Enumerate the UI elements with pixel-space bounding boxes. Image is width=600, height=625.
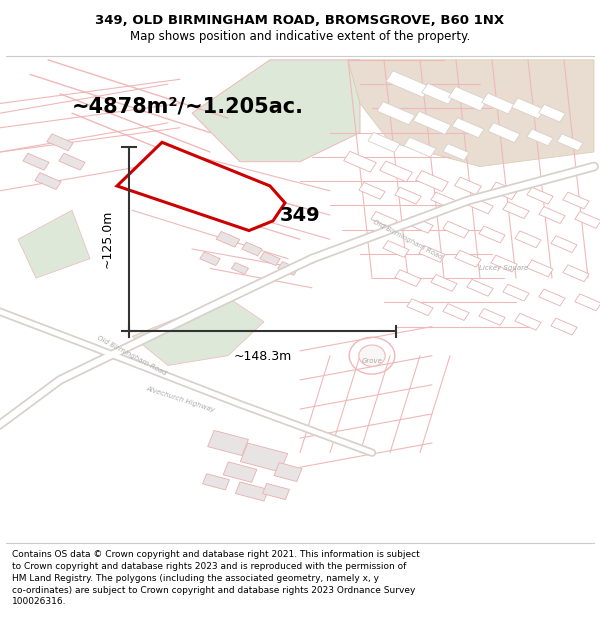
- Text: Lickey Square: Lickey Square: [479, 266, 529, 271]
- Polygon shape: [512, 98, 544, 119]
- Polygon shape: [563, 265, 589, 282]
- Polygon shape: [59, 153, 85, 170]
- Polygon shape: [117, 142, 285, 231]
- Polygon shape: [491, 182, 517, 199]
- Text: ~125.0m: ~125.0m: [101, 210, 114, 269]
- Polygon shape: [242, 242, 262, 256]
- Text: Old Birmingham Road: Old Birmingham Road: [373, 219, 443, 260]
- Polygon shape: [551, 318, 577, 335]
- Text: Grove: Grove: [362, 357, 382, 364]
- Text: Contains OS data © Crown copyright and database right 2021. This information is : Contains OS data © Crown copyright and d…: [12, 550, 420, 606]
- Polygon shape: [539, 104, 565, 122]
- Polygon shape: [515, 231, 541, 248]
- Polygon shape: [416, 171, 448, 191]
- Text: Alvechurch Highway: Alvechurch Highway: [145, 386, 215, 413]
- Text: Old Birmingham Road: Old Birmingham Road: [97, 335, 167, 376]
- Polygon shape: [479, 309, 505, 325]
- Polygon shape: [380, 161, 412, 182]
- Polygon shape: [539, 289, 565, 306]
- Polygon shape: [575, 211, 600, 228]
- Polygon shape: [455, 177, 481, 195]
- Polygon shape: [208, 431, 248, 456]
- Polygon shape: [47, 134, 73, 151]
- Polygon shape: [260, 252, 280, 266]
- Polygon shape: [278, 261, 298, 275]
- Polygon shape: [431, 192, 457, 209]
- Polygon shape: [344, 151, 376, 172]
- Polygon shape: [395, 270, 421, 286]
- Polygon shape: [449, 86, 487, 111]
- Polygon shape: [503, 284, 529, 301]
- Text: 349, OLD BIRMINGHAM ROAD, BROMSGROVE, B60 1NX: 349, OLD BIRMINGHAM ROAD, BROMSGROVE, B6…: [95, 14, 505, 27]
- Polygon shape: [431, 274, 457, 291]
- Polygon shape: [455, 250, 481, 267]
- Polygon shape: [223, 462, 257, 482]
- Polygon shape: [413, 111, 451, 134]
- Polygon shape: [539, 207, 565, 224]
- Polygon shape: [232, 262, 248, 274]
- Polygon shape: [443, 304, 469, 321]
- Polygon shape: [395, 188, 421, 204]
- Polygon shape: [407, 216, 433, 233]
- Polygon shape: [192, 60, 360, 162]
- Polygon shape: [527, 188, 553, 204]
- Text: ~148.3m: ~148.3m: [233, 350, 292, 363]
- Polygon shape: [419, 246, 445, 262]
- Polygon shape: [407, 299, 433, 316]
- Polygon shape: [377, 102, 415, 125]
- Polygon shape: [452, 118, 484, 138]
- Polygon shape: [563, 192, 589, 209]
- Polygon shape: [443, 221, 469, 238]
- Text: ~4878m²/~1.205ac.: ~4878m²/~1.205ac.: [72, 96, 304, 116]
- Polygon shape: [23, 153, 49, 170]
- Polygon shape: [235, 482, 269, 501]
- Polygon shape: [575, 294, 600, 311]
- Polygon shape: [551, 236, 577, 252]
- Polygon shape: [383, 241, 409, 258]
- Polygon shape: [18, 210, 90, 278]
- Polygon shape: [359, 182, 385, 199]
- Polygon shape: [422, 83, 454, 104]
- Polygon shape: [203, 474, 229, 490]
- Polygon shape: [503, 202, 529, 219]
- Polygon shape: [348, 60, 594, 166]
- Polygon shape: [479, 226, 505, 243]
- Polygon shape: [132, 298, 264, 366]
- Polygon shape: [404, 137, 436, 157]
- Text: Map shows position and indicative extent of the property.: Map shows position and indicative extent…: [130, 30, 470, 43]
- Polygon shape: [274, 462, 302, 481]
- Polygon shape: [371, 211, 397, 228]
- Polygon shape: [515, 313, 541, 330]
- Polygon shape: [200, 252, 220, 266]
- Polygon shape: [557, 134, 583, 151]
- Polygon shape: [467, 197, 493, 214]
- Polygon shape: [467, 279, 493, 296]
- Polygon shape: [482, 93, 514, 114]
- Polygon shape: [491, 255, 517, 272]
- Polygon shape: [386, 71, 430, 98]
- Circle shape: [359, 345, 385, 366]
- Polygon shape: [35, 173, 61, 189]
- Polygon shape: [527, 260, 553, 277]
- Polygon shape: [263, 483, 289, 499]
- Text: 349: 349: [280, 206, 320, 224]
- Polygon shape: [443, 144, 469, 161]
- Polygon shape: [216, 231, 240, 247]
- Polygon shape: [488, 122, 520, 142]
- Polygon shape: [527, 129, 553, 146]
- Polygon shape: [241, 443, 287, 472]
- Polygon shape: [368, 132, 400, 152]
